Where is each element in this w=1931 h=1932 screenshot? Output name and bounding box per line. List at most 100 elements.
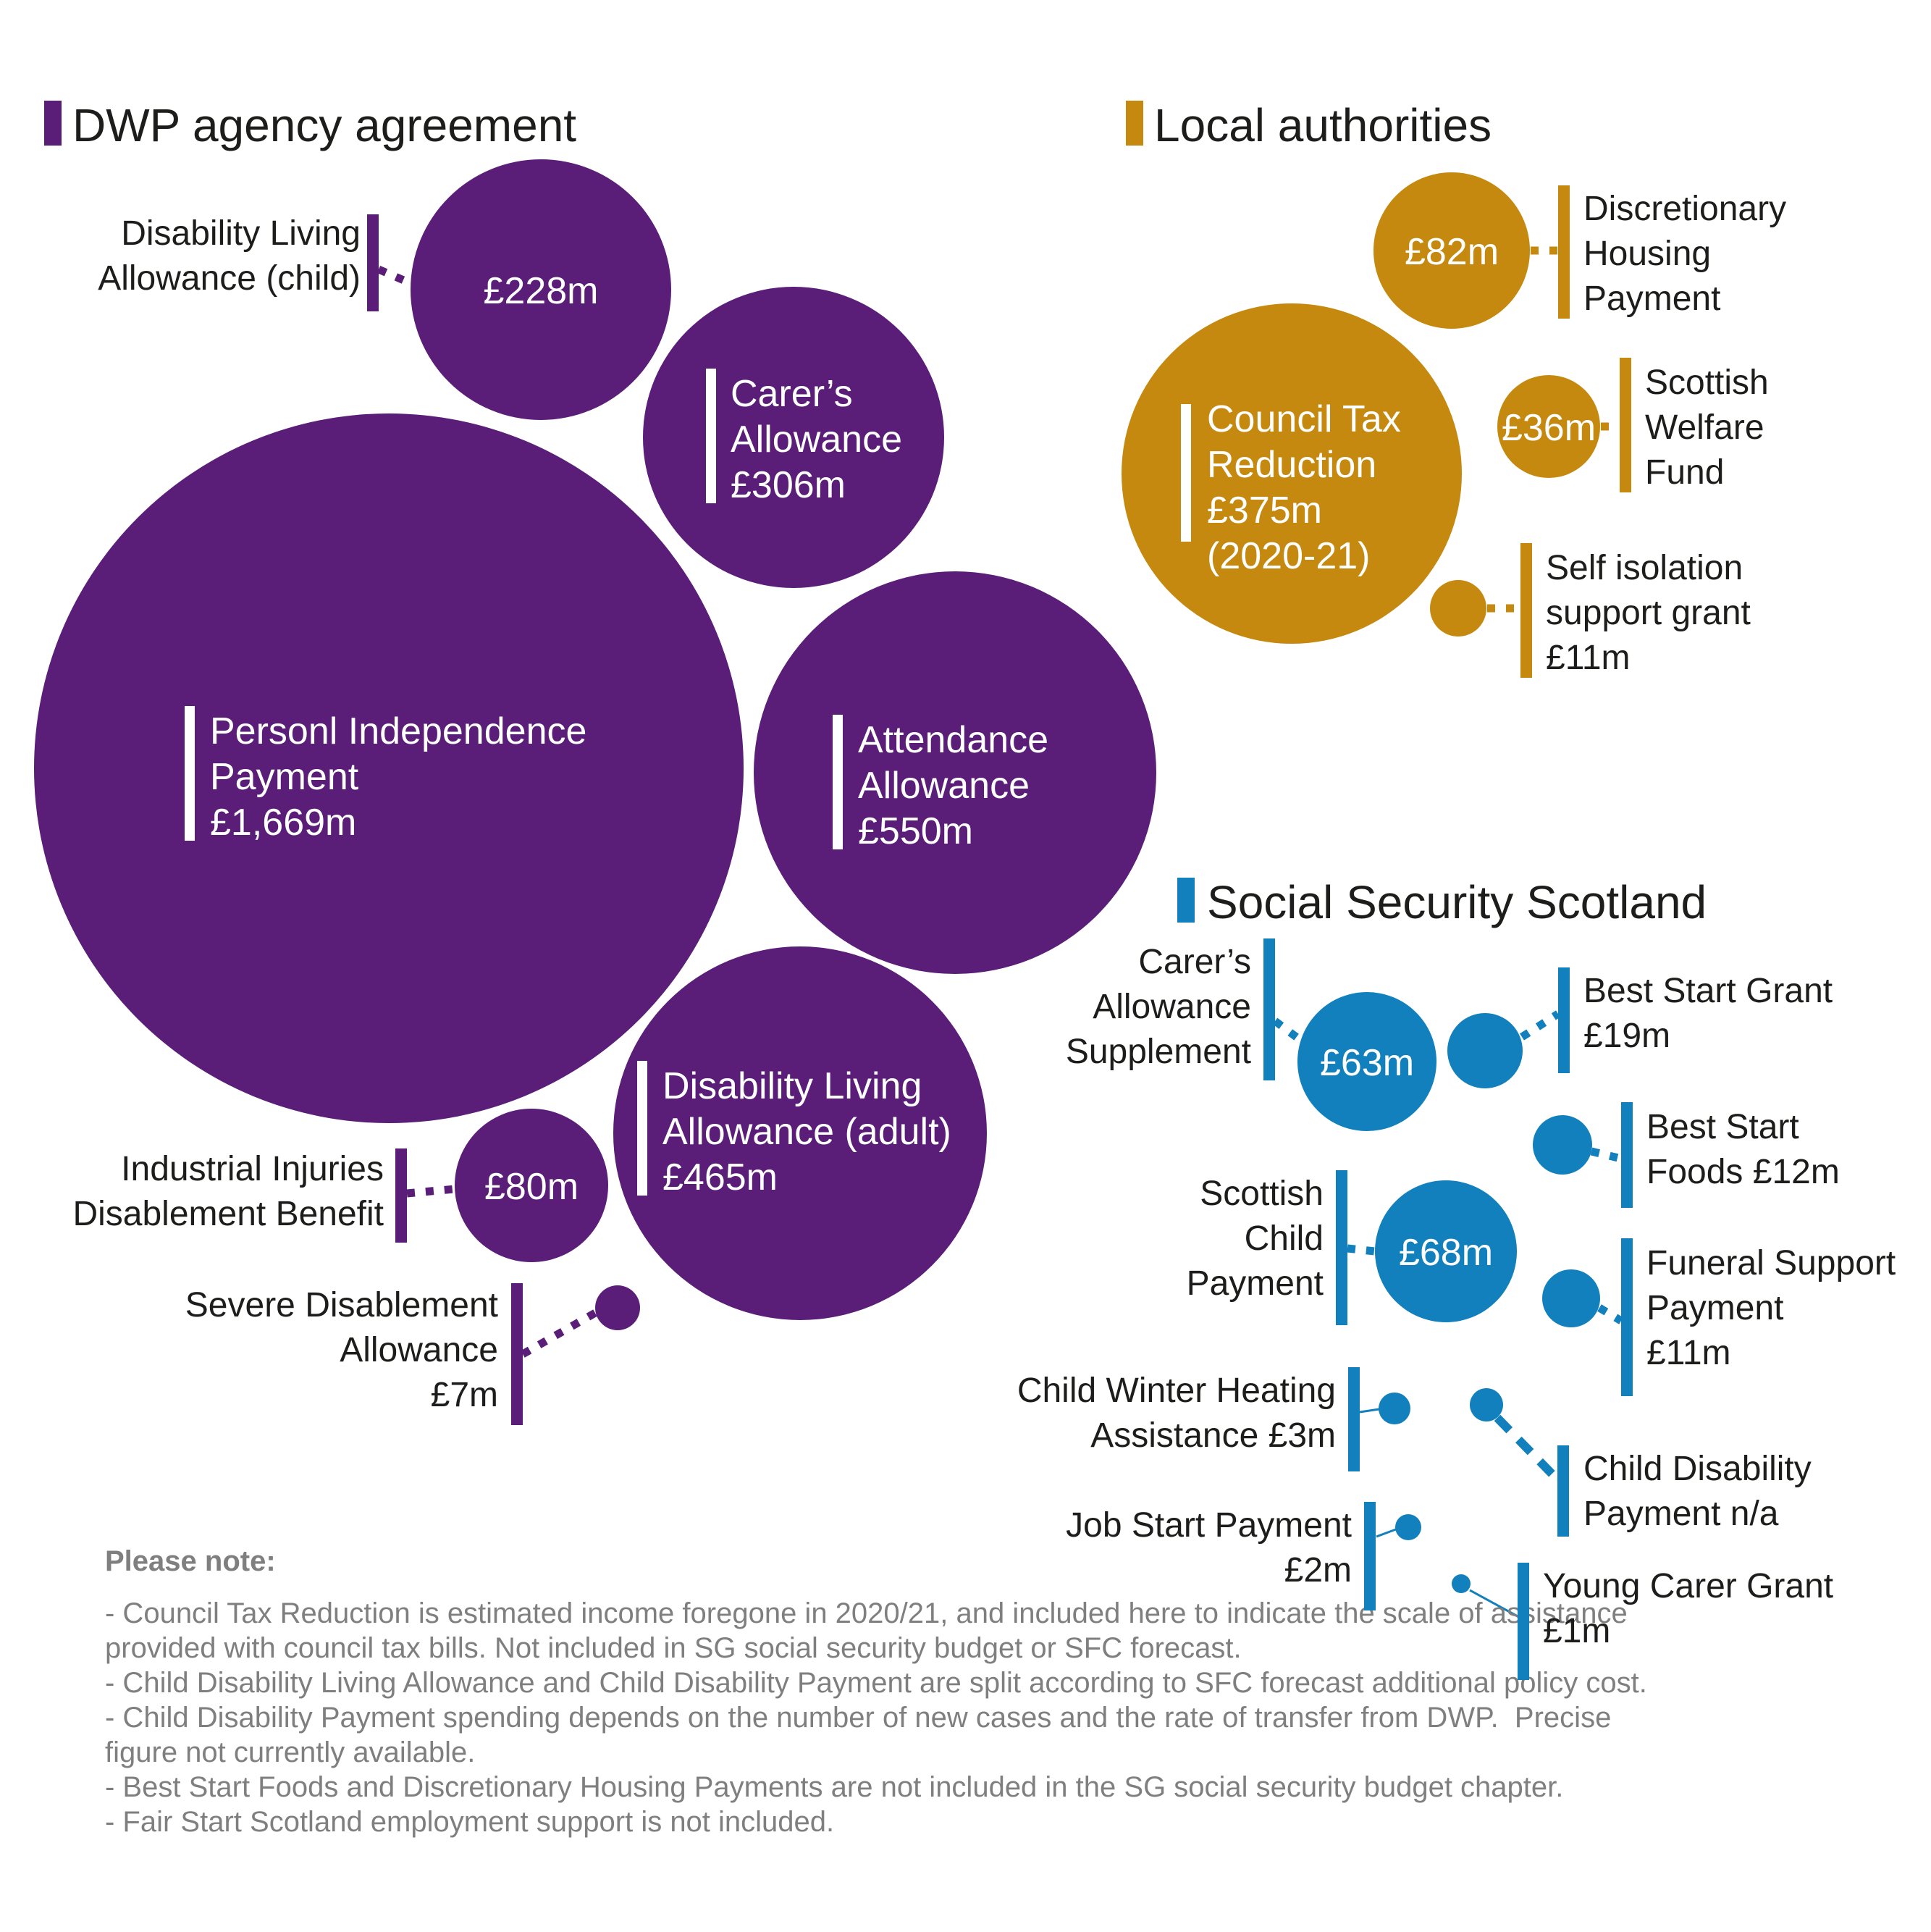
bubble-dla-adult-inner-label: Disability Living Allowance (adult) £465m xyxy=(662,1064,951,1201)
discretionary-housing-label-line: Payment xyxy=(1583,280,1721,318)
best-start-foods-label-connector xyxy=(1590,1147,1623,1163)
bubble-dla-adult-inner-line: Allowance (adult) xyxy=(662,1111,951,1153)
industrial-injuries-label: Industrial Injuries Disablement Benefit xyxy=(72,1147,384,1237)
bubble-best-start-grant xyxy=(1447,1013,1523,1088)
young-carer-label-line: Young Carer Grant xyxy=(1543,1567,1834,1605)
carers-supplement-label: Carer’s Allowance Supplement xyxy=(1066,940,1251,1075)
self-isolation-label-line: support grant xyxy=(1546,594,1751,632)
child-disability-label-line: Payment n/a xyxy=(1583,1495,1779,1533)
bubble-carers-allowance-inner-bar xyxy=(706,369,716,503)
bubble-best-start-foods xyxy=(1533,1115,1592,1175)
scottish-child-label-connector xyxy=(1347,1244,1376,1256)
discretionary-housing-label-line: Housing xyxy=(1583,235,1712,273)
carers-supplement-label-line: Supplement xyxy=(1065,1033,1251,1071)
local-authorities-section-title: Local authorities xyxy=(1154,99,1492,151)
bubble-dla-adult-inner-line: £465m xyxy=(662,1156,778,1198)
discretionary-housing-label: Discretionary Housing Payment xyxy=(1583,187,1786,322)
child-disability-label: Child Disability Payment n/a xyxy=(1583,1447,1812,1537)
bubble-attendance-allowance-inner-line: Attendance xyxy=(858,719,1049,761)
scottish-welfare-label-bar xyxy=(1620,358,1631,492)
funeral-support-label-line: £11m xyxy=(1646,1334,1731,1372)
child-winter-label-connector xyxy=(1359,1408,1380,1414)
bubble-council-tax-reduction xyxy=(1122,303,1462,644)
dwp-section-bar xyxy=(44,101,62,146)
young-carer-label-connector xyxy=(1469,1589,1518,1618)
carers-supplement-label-bar xyxy=(1263,938,1275,1080)
bubble-council-tax-reduction-inner-line: Reduction xyxy=(1207,444,1377,486)
bubble-discretionary-housing xyxy=(1373,172,1530,329)
bubble-discretionary-housing-value: £82m xyxy=(1404,231,1499,273)
bubble-young-carer-grant xyxy=(1452,1574,1471,1593)
self-isolation-label-bar xyxy=(1520,543,1532,678)
bubble-self-isolation-grant xyxy=(1430,580,1486,637)
bubble-dla-child xyxy=(411,159,671,420)
bubble-carers-supplement-value: £63m xyxy=(1319,1042,1415,1084)
child-winter-label-bar xyxy=(1348,1367,1360,1471)
scottish-child-label-line: Child xyxy=(1244,1219,1324,1258)
note-line: provided with council tax bills. Not inc… xyxy=(105,1632,1242,1664)
scottish-welfare-label-line: Fund xyxy=(1645,453,1725,492)
social-security-scotland-section-bar xyxy=(1177,878,1195,923)
note-line: - Fair Start Scotland employment support… xyxy=(105,1806,835,1838)
bubble-industrial-injuries xyxy=(455,1109,608,1262)
bubble-child-winter-heating xyxy=(1379,1393,1410,1424)
bubble-dla-adult-inner-bar xyxy=(637,1061,647,1196)
carers-supplement-label-line: Carer’s xyxy=(1138,943,1251,981)
industrial-injuries-label-line: Industrial Injuries xyxy=(121,1150,384,1188)
bubble-scottish-welfare-fund xyxy=(1497,375,1600,478)
best-start-foods-label-bar xyxy=(1621,1102,1633,1208)
child-disability-label-bar xyxy=(1557,1445,1569,1537)
bubble-carers-supplement xyxy=(1297,992,1436,1131)
bubble-council-tax-reduction-inner-line: £375m xyxy=(1207,490,1322,532)
bubble-carers-allowance-inner-line: Allowance xyxy=(731,419,903,461)
severe-disablement-label-connector xyxy=(521,1309,599,1358)
self-isolation-label-line: Self isolation xyxy=(1546,549,1743,587)
dla-child-label-connector xyxy=(376,265,414,288)
funeral-support-label-line: Funeral Support xyxy=(1646,1244,1896,1282)
best-start-grant-label-bar xyxy=(1558,967,1570,1073)
best-start-grant-label-line: Best Start Grant xyxy=(1583,972,1833,1010)
severe-disablement-label-line: Allowance xyxy=(340,1331,498,1369)
bubble-council-tax-reduction-inner-label: Council Tax Reduction £375m (2020-21) xyxy=(1207,397,1401,579)
industrial-injuries-label-line: Disablement Benefit xyxy=(72,1195,384,1233)
bubble-personal-independence-payment-inner-line: £1,669m xyxy=(210,802,357,844)
funeral-support-label-connector xyxy=(1597,1304,1623,1324)
industrial-injuries-label-bar xyxy=(395,1148,407,1243)
dla-child-label: Disability Living Allowance (child) xyxy=(98,211,361,301)
job-start-label-line: Job Start Payment xyxy=(1066,1506,1352,1545)
bubble-council-tax-reduction-inner-line: Council Tax xyxy=(1207,398,1401,440)
footnotes-heading: Please note: xyxy=(105,1545,276,1577)
child-winter-label-line: Assistance £3m xyxy=(1090,1416,1336,1455)
bubble-child-disability-payment xyxy=(1470,1388,1503,1421)
best-start-grant-label: Best Start Grant £19m xyxy=(1583,969,1833,1059)
bubble-dla-child-value: £228m xyxy=(483,270,599,312)
bubble-funeral-support xyxy=(1542,1269,1600,1327)
bubble-council-tax-reduction-inner-line: (2020-21) xyxy=(1207,535,1371,577)
severe-disablement-label: Severe Disablement Allowance £7m xyxy=(185,1283,498,1418)
bubble-attendance-allowance xyxy=(754,571,1156,974)
funeral-support-label: Funeral Support Payment £11m xyxy=(1646,1241,1896,1376)
bubble-attendance-allowance-inner-bar xyxy=(833,715,843,849)
bubble-personal-independence-payment-inner-line: Personl Independence xyxy=(210,710,587,752)
job-start-label: Job Start Payment £2m xyxy=(1066,1503,1352,1593)
bubble-attendance-allowance-inner-line: £550m xyxy=(858,810,973,852)
child-disability-label-connector xyxy=(1494,1414,1560,1482)
best-start-grant-label-line: £19m xyxy=(1583,1017,1671,1055)
footnotes-lines: - Council Tax Reduction is estimated inc… xyxy=(105,1596,1647,1839)
bubble-carers-allowance-inner-line: Carer’s xyxy=(731,373,853,415)
carers-supplement-label-connector xyxy=(1272,1017,1301,1042)
bubble-dla-adult xyxy=(613,946,987,1320)
dla-child-label-line: Disability Living xyxy=(121,214,361,253)
bubble-attendance-allowance-inner-label: Attendance Allowance £550m xyxy=(858,718,1048,854)
discretionary-housing-label-line: Discretionary xyxy=(1583,190,1787,228)
best-start-grant-label-connector xyxy=(1520,1010,1560,1041)
note-line: figure not currently available. xyxy=(105,1736,476,1768)
note-line: - Child Disability Living Allowance and … xyxy=(105,1667,1647,1699)
bubble-personal-independence-payment-inner-bar xyxy=(185,706,195,841)
child-disability-label-line: Child Disability xyxy=(1583,1450,1812,1488)
job-start-label-bar xyxy=(1364,1502,1376,1610)
funeral-support-label-bar xyxy=(1621,1238,1633,1396)
bubble-carers-allowance-inner-label: Carer’s Allowance £306m xyxy=(731,371,902,508)
